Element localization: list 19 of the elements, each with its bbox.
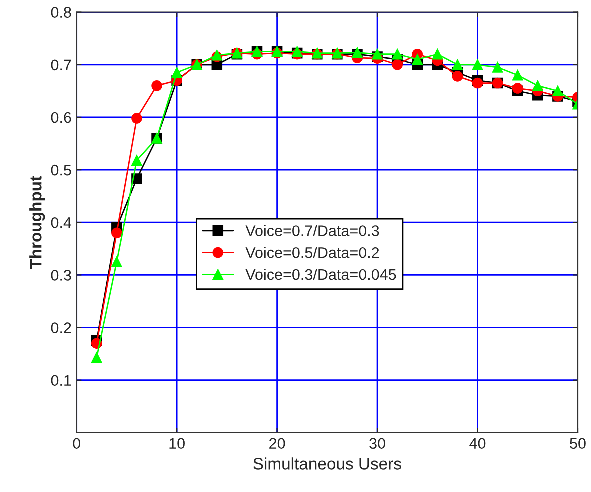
y-tick-label: 0.5 bbox=[51, 164, 72, 176]
y-tick-label: 0.1 bbox=[51, 375, 72, 386]
x-tick-label: 20 bbox=[270, 438, 286, 450]
legend-label: Voice=0.3/Data=0.045 bbox=[246, 268, 396, 280]
x-tick-label: 30 bbox=[370, 438, 386, 450]
x-tick-label: 40 bbox=[470, 438, 486, 450]
y-tick-label: 0.7 bbox=[51, 60, 72, 71]
x-tick-label: 10 bbox=[170, 438, 185, 450]
y-tick-label: 0.6 bbox=[51, 112, 72, 124]
y-axis-title: Throughput bbox=[30, 176, 46, 270]
y-tick-label: 0.2 bbox=[51, 322, 72, 334]
legend-label: Voice=0.5/Data=0.2 bbox=[246, 247, 380, 258]
y-tick-label: 0.3 bbox=[51, 270, 72, 281]
x-tick-label: 0 bbox=[73, 438, 80, 450]
y-tick-label: 0.8 bbox=[51, 7, 72, 18]
y-tick-label: 0.4 bbox=[51, 218, 72, 228]
x-axis-title: Simultaneous Users bbox=[254, 458, 402, 470]
x-tick-label: 50 bbox=[570, 438, 586, 450]
legend-label: Voice=0.7/Data=0.3 bbox=[246, 225, 380, 236]
